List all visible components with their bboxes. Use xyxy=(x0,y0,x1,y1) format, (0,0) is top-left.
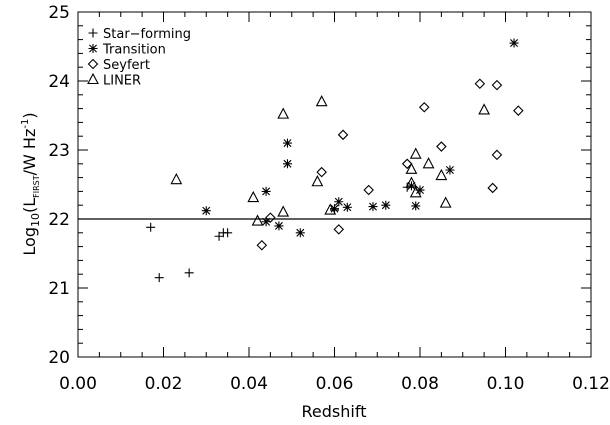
asterisk-point xyxy=(282,138,292,148)
x-axis-title: Redshift xyxy=(302,402,367,421)
asterisk-point xyxy=(261,186,271,196)
x-tick-label: 0.04 xyxy=(230,374,268,394)
diamond-point xyxy=(401,158,413,170)
y-axis-title-sup: -1 xyxy=(20,119,31,129)
y-tick-label: 20 xyxy=(48,348,70,368)
legend-asterisk-symbol xyxy=(88,44,98,53)
x-tick-label: 0.06 xyxy=(316,374,354,394)
triangle-point xyxy=(405,162,418,174)
asterisk-point xyxy=(415,185,425,195)
asterisk-point xyxy=(282,159,292,169)
triangle-point xyxy=(251,214,264,226)
y-axis-title-close: ) xyxy=(20,112,39,118)
plus-point xyxy=(154,273,164,283)
diamond-point xyxy=(333,224,345,235)
diamond-point xyxy=(363,184,374,196)
asterisk-point xyxy=(411,201,421,211)
tick-labels: 0.00 0.02 0.04 0.06 0.08 0.10 0.12 20 21 22 23 24 25 xyxy=(48,3,610,394)
y-tick-label: 22 xyxy=(48,210,70,230)
legend-label: LINER xyxy=(103,74,141,89)
legend-label: Seyfert xyxy=(103,58,150,73)
y-axis-title-sub: FIRST xyxy=(32,175,41,198)
asterisk-point xyxy=(381,200,391,210)
triangle-point xyxy=(478,103,491,115)
y-axis-title-prefix: Log xyxy=(20,227,39,256)
diamond-point xyxy=(487,182,498,194)
legend-triangle-symbol xyxy=(87,72,99,85)
series-plus xyxy=(146,182,412,283)
triangle-point xyxy=(277,107,290,119)
asterisk-point xyxy=(261,217,271,227)
triangle-point xyxy=(315,95,328,107)
legend-diamond-symbol xyxy=(87,58,99,70)
tick-marks xyxy=(77,11,592,358)
triangle-point xyxy=(170,172,183,185)
y-axis-title-open: (L xyxy=(20,198,39,213)
series-asterisk xyxy=(201,38,519,238)
y-axis-title: Log10(LFIRST/W Hz-1) xyxy=(20,112,42,255)
series-triangle xyxy=(170,95,491,226)
diamond-point xyxy=(256,239,268,251)
diamond-point xyxy=(474,78,486,90)
asterisk-point xyxy=(295,228,305,238)
diamond-point xyxy=(491,149,503,161)
triangle-point xyxy=(422,157,435,169)
y-axis-title-mid: /W Hz xyxy=(20,129,39,176)
x-tick-label: 0.12 xyxy=(572,374,610,394)
asterisk-point xyxy=(368,202,378,212)
plot-frame xyxy=(77,11,592,358)
triangle-point xyxy=(405,176,418,188)
asterisk-point xyxy=(274,221,284,231)
triangle-point xyxy=(311,175,324,187)
series-diamond xyxy=(256,78,524,251)
asterisk-point xyxy=(406,181,416,191)
plus-point xyxy=(223,228,233,238)
triangle-point xyxy=(277,205,290,217)
x-tick-label: 0.00 xyxy=(59,374,97,394)
diamond-point xyxy=(265,212,276,223)
data-points xyxy=(146,38,524,283)
diamond-point xyxy=(513,105,524,116)
asterisk-point xyxy=(342,202,352,212)
legend-plus-symbol xyxy=(88,28,98,38)
y-axis-title-sub10: 10 xyxy=(29,213,42,227)
asterisk-point xyxy=(330,204,339,214)
asterisk-point xyxy=(334,197,344,207)
asterisk-point xyxy=(445,165,455,175)
x-tick-label: 0.10 xyxy=(487,374,525,394)
y-tick-label: 25 xyxy=(48,3,70,23)
plus-point xyxy=(146,222,156,232)
x-tick-label: 0.08 xyxy=(401,374,439,394)
diamond-point xyxy=(491,79,503,91)
asterisk-point xyxy=(509,38,519,48)
triangle-point xyxy=(409,186,422,198)
plus-point xyxy=(184,268,194,278)
y-tick-label: 23 xyxy=(48,141,70,161)
triangle-point xyxy=(435,168,448,181)
diamond-point xyxy=(337,129,349,141)
triangle-point xyxy=(247,190,260,203)
diamond-point xyxy=(436,141,447,152)
legend-label: Star−forming xyxy=(103,27,191,42)
diamond-point xyxy=(418,101,430,113)
y-tick-label: 21 xyxy=(48,279,70,299)
x-tick-label: 0.02 xyxy=(145,374,183,394)
triangle-point xyxy=(324,203,337,215)
triangle-point xyxy=(409,147,422,159)
diamond-point xyxy=(316,166,327,178)
asterisk-point xyxy=(201,206,211,216)
legend-label: Transition xyxy=(102,43,166,58)
y-tick-label: 24 xyxy=(48,72,70,92)
triangle-point xyxy=(439,196,452,208)
